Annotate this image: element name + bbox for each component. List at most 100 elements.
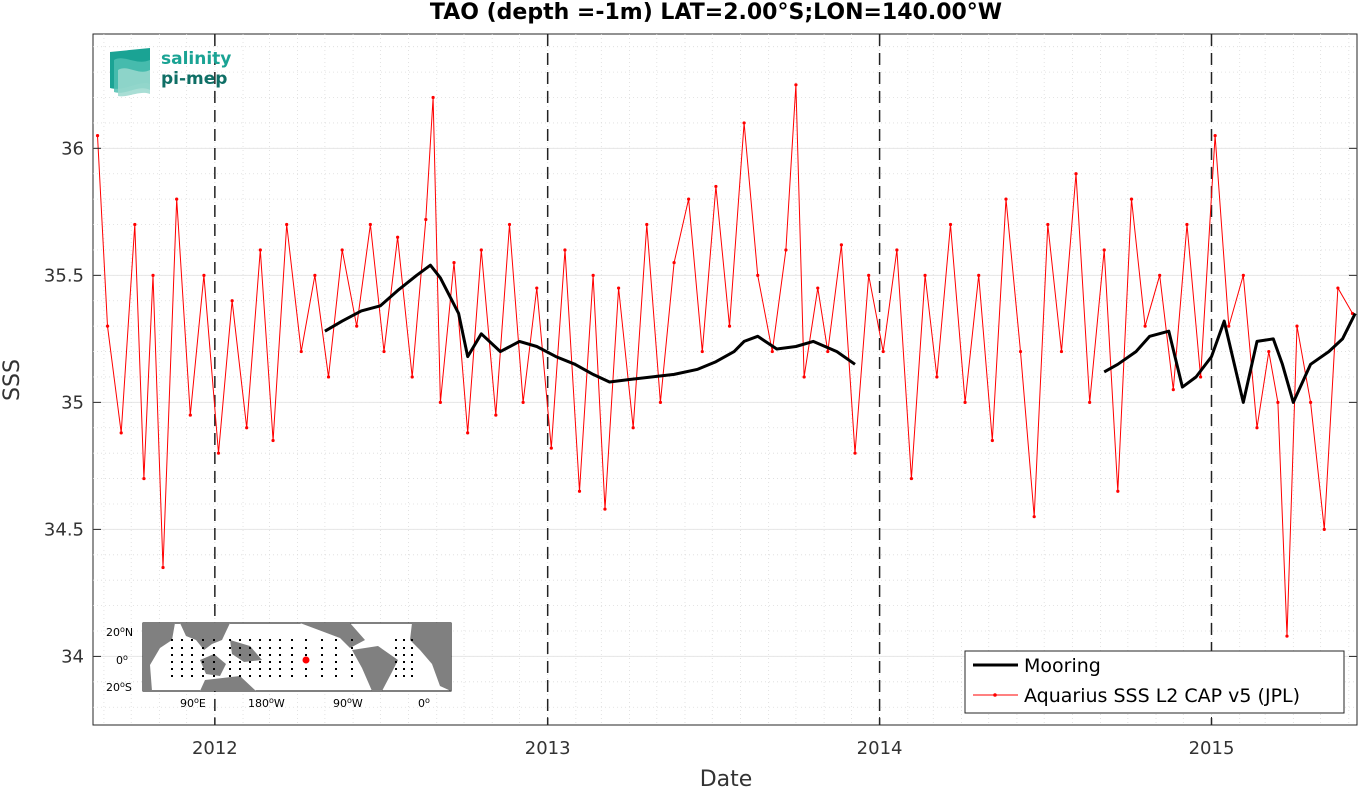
map-mooring-dot [171,639,173,641]
map-lat-label-20s: 20oS [106,680,132,694]
map-mooring-dot [181,639,183,641]
map-mooring-dot [229,661,231,663]
data-point-aquarius [95,134,100,138]
data-point-aquarius [396,235,400,239]
map-mooring-dot [191,661,193,663]
map-mooring-dot [269,639,271,641]
map-mooring-dot [291,661,293,663]
map-mooring-dot [291,654,293,656]
map-land [143,623,451,691]
map-mooring-dot [395,661,397,663]
map-mooring-dot [291,639,293,641]
data-point-aquarius [826,349,830,354]
data-point-aquarius [271,438,275,443]
series-mooring-line [324,263,856,384]
data-point-aquarius [119,431,123,435]
legend-box [964,650,1345,714]
data-point-aquarius [687,197,691,201]
map-mooring-dot [229,675,231,677]
map-mooring-dot [213,647,215,649]
map-mooring-dot [202,661,204,663]
data-point-aquarius [326,375,331,379]
map-mooring-dot [259,647,261,649]
map-mooring-dot [249,654,251,656]
map-mooring-dot [202,639,204,641]
map-mooring-dot [305,639,307,641]
data-point-aquarius [1158,273,1162,277]
data-point-aquarius [770,349,774,354]
data-point-aquarius [1198,375,1203,379]
grid-layer [93,34,1357,725]
map-mooring-dot [181,668,183,670]
map-mooring-dot [259,675,261,677]
x-tick-label: 2012 [192,738,238,759]
logo-line-1: salinity [161,49,231,69]
data-point-aquarius [948,222,953,227]
y-tick-label: 34.5 [44,519,84,540]
map-mooring-dot [351,647,353,649]
map-mooring-dot [191,647,193,649]
data-point-aquarius [452,261,456,265]
map-mooring-dot [321,675,323,677]
y-tick-label: 34 [61,646,84,667]
map-mooring-dot [403,675,405,677]
data-point-aquarius [1018,349,1023,354]
data-point-aquarius [645,222,649,227]
data-point-aquarius [1276,400,1280,404]
data-point-aquarius [1088,400,1092,404]
x-tick-label: 2014 [857,738,903,759]
data-point-aquarius [355,324,359,328]
y-tick-label: 35 [61,392,84,413]
map-mooring-dot [202,668,204,670]
data-point-aquarius [1322,527,1326,531]
map-mooring-dot [403,661,405,663]
data-point-aquarius [881,349,885,354]
map-mooring-dot [335,675,337,677]
data-point-aquarius [507,222,512,227]
data-point-aquarius [202,273,206,277]
map-mooring-dot [395,647,397,649]
data-point-aquarius [285,222,289,227]
map-mooring-dot [305,654,307,656]
legend-label-aquarius: Aquarius SSS L2 CAP v5 (JPL) [1024,685,1300,707]
map-mooring-dot [181,661,183,663]
map-mooring-dot [279,654,281,656]
map-mooring-dot [321,668,323,670]
data-point-aquarius [368,222,372,227]
map-mooring-dot [321,639,323,641]
map-mooring-dot [181,675,183,677]
x-axis-label: Date [700,767,753,790]
map-mooring-dot [249,647,251,649]
logo-wave-icon [110,48,150,97]
map-mooring-dot [171,668,173,670]
map-mooring-dot [239,675,241,677]
map-mooring-dot [335,654,337,656]
map-lat-label-20n: 20oN [106,625,133,639]
map-mooring-dot [279,639,281,641]
map-mooring-dot [411,675,413,677]
data-point-aquarius [1074,172,1078,176]
data-point-aquarius [1295,324,1299,328]
map-mooring-dot [403,639,405,641]
map-mooring-dot [291,675,293,677]
data-point-aquarius [990,438,994,443]
data-point-aquarius [802,375,806,379]
data-point-aquarius [410,375,414,379]
map-mooring-dot [202,675,204,677]
data-point-aquarius [216,451,221,455]
data-point-aquarius [258,248,262,252]
map-mooring-dot [249,675,251,677]
map-mooring-dots [171,639,413,677]
map-mooring-dot [351,639,353,641]
data-point-aquarius [839,243,843,247]
map-mooring-dot [403,654,405,656]
data-point-aquarius [188,413,192,417]
data-point-aquarius [1004,197,1008,201]
axis-ticks: 34 34.5 35 35.5 36 2012 2013 2014 2015 [44,34,1357,759]
map-mooring-dot [403,647,405,649]
map-mooring-dot [395,668,397,670]
data-point-aquarius [816,286,820,290]
map-mooring-dot [321,661,323,663]
data-point-aquarius [727,324,732,328]
